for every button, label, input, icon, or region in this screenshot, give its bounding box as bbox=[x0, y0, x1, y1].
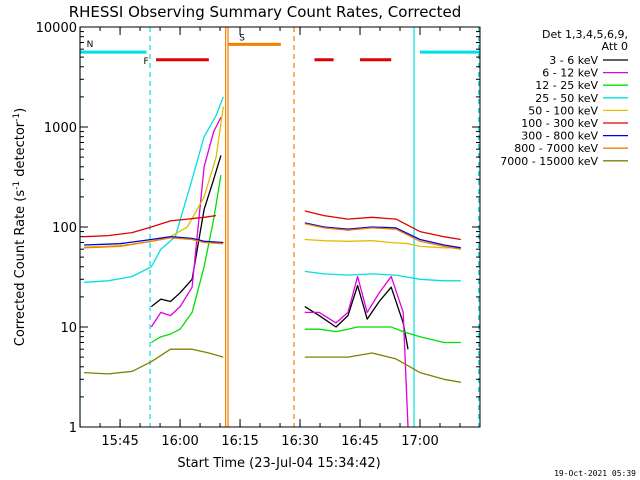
x-axis-label: Start Time (23-Jul-04 15:34:42) bbox=[177, 456, 380, 471]
series-line-6 bbox=[84, 222, 461, 249]
flag-bars: N F S bbox=[80, 33, 480, 67]
x-tick-label-3: 16:30 bbox=[281, 434, 318, 449]
legend-label-5: 100 - 300 keV bbox=[521, 117, 598, 130]
flag-label-N: N bbox=[87, 40, 94, 50]
chart-title: RHESSI Observing Summary Count Rates, Co… bbox=[69, 3, 462, 21]
legend-label-7: 800 - 7000 keV bbox=[514, 142, 598, 155]
flag-label-S: S bbox=[239, 33, 245, 43]
series-line-5 bbox=[84, 210, 461, 241]
legend-label-6: 300 - 800 keV bbox=[521, 130, 598, 143]
legend-label-2: 12 - 25 keV bbox=[535, 79, 598, 92]
legend-label-3: 25 - 50 keV bbox=[535, 92, 598, 105]
y-tick-label-2: 100 bbox=[52, 221, 77, 236]
series-line-4 bbox=[84, 106, 461, 249]
x-tick-label-1: 16:00 bbox=[161, 434, 198, 449]
y-tick-label-4: 10000 bbox=[36, 21, 77, 36]
series-group bbox=[84, 96, 461, 428]
legend-header-1: Att 0 bbox=[602, 40, 628, 53]
footer-timestamp: 19-Oct-2021 05:39 bbox=[554, 469, 636, 478]
y-tick-label-3: 1000 bbox=[44, 121, 77, 136]
series-line-3 bbox=[84, 96, 461, 283]
x-tick-label-4: 16:45 bbox=[341, 434, 378, 449]
x-tick-label-5: 17:00 bbox=[401, 434, 438, 449]
vertical-lines bbox=[79, 27, 480, 427]
legend-label-0: 3 - 6 keV bbox=[549, 54, 598, 67]
y-tick-label-0: 1 bbox=[69, 421, 77, 436]
y-tick-label-1: 10 bbox=[60, 321, 77, 336]
x-tick-label-0: 15:45 bbox=[101, 434, 138, 449]
legend-label-1: 6 - 12 keV bbox=[542, 67, 598, 80]
legend-header-0: Det 1,3,4,5,6,9, bbox=[542, 28, 628, 41]
flag-label-F: F bbox=[143, 57, 148, 67]
axis-ticks: 15:45 16:00 16:15 16:30 16:45 17:00 1 10 100 1000… bbox=[36, 21, 481, 449]
x-tick-label-2: 16:15 bbox=[221, 434, 258, 449]
series-line-1 bbox=[150, 117, 409, 428]
series-line-7 bbox=[84, 223, 461, 250]
legend-label-4: 50 - 100 keV bbox=[528, 104, 598, 117]
series-line-0 bbox=[150, 155, 409, 350]
series-line-2 bbox=[150, 174, 461, 344]
series-line-8 bbox=[84, 348, 461, 383]
legend-label-8: 7000 - 15000 keV bbox=[500, 155, 598, 168]
y-axis-label: Corrected Count Rate (s-1 detector-1) bbox=[12, 108, 28, 346]
